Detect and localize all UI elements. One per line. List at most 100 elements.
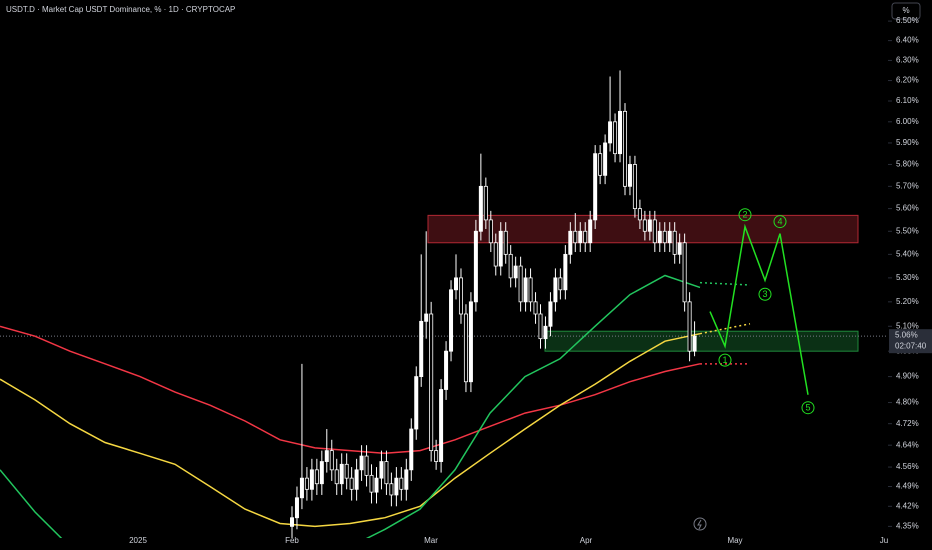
y-tick-label: 5.30% xyxy=(896,273,919,282)
candle-body xyxy=(473,230,478,303)
candle-body xyxy=(339,463,344,485)
candle-body xyxy=(304,477,309,490)
candle-body xyxy=(642,219,647,232)
y-tick-label: 4.90% xyxy=(896,372,919,381)
wave-label: 3 xyxy=(762,289,767,299)
wave-label-circle xyxy=(758,287,772,301)
x-tick-label: Apr xyxy=(580,536,593,545)
candle-body xyxy=(613,121,618,155)
y-tick-label: 5.80% xyxy=(896,160,919,169)
candle-body xyxy=(289,517,294,527)
candle-body xyxy=(583,230,588,244)
lightning-glyph xyxy=(697,519,702,530)
y-tick-label: 6.10% xyxy=(896,96,919,105)
candle-body xyxy=(488,219,493,244)
y-tick-label: 6.20% xyxy=(896,76,919,85)
candle-body xyxy=(652,219,657,244)
candle-body xyxy=(394,477,399,496)
wave-label: 4 xyxy=(777,216,782,226)
candle-body xyxy=(493,242,498,267)
wave-label-circle xyxy=(718,353,732,367)
candle-body xyxy=(538,313,543,340)
candle-body xyxy=(454,277,459,291)
ma-projection xyxy=(699,281,751,286)
candle-body xyxy=(553,277,558,303)
candle-body xyxy=(518,265,523,303)
moving-average xyxy=(0,325,701,455)
candle-body xyxy=(424,313,429,322)
candle-body xyxy=(692,335,697,352)
wave-label-circle xyxy=(738,208,752,222)
candle-body xyxy=(662,230,667,244)
y-tick-label: 6.50% xyxy=(896,16,919,25)
candle-body xyxy=(677,242,682,255)
candle-body xyxy=(319,461,324,485)
x-tick-label: Feb xyxy=(285,536,299,545)
candle-body xyxy=(434,450,439,462)
candle-body xyxy=(618,110,623,155)
candle-body xyxy=(429,313,434,452)
y-tick-label: 5.40% xyxy=(896,249,919,258)
candle-body xyxy=(548,301,553,327)
candle-body xyxy=(563,253,568,291)
candle-body xyxy=(588,219,593,244)
candle-body xyxy=(598,153,603,176)
y-tick-label: 5.20% xyxy=(896,297,919,306)
moving-average xyxy=(0,332,701,528)
candle-body xyxy=(508,253,513,279)
candle-body xyxy=(672,230,677,255)
moving-average xyxy=(0,274,701,538)
wave-label: 2 xyxy=(742,210,747,220)
candle-body xyxy=(478,185,483,232)
y-tick-label: 6.40% xyxy=(896,36,919,45)
candle-body xyxy=(314,469,319,485)
candle-body xyxy=(309,469,314,490)
y-tick-label: 4.80% xyxy=(896,398,919,407)
x-tick-label: Mar xyxy=(424,536,438,545)
candle-body xyxy=(354,469,359,490)
y-tick-label: 5.70% xyxy=(896,181,919,190)
candle-body xyxy=(409,428,414,471)
wave-label: 5 xyxy=(805,403,810,413)
candle-body xyxy=(329,450,334,471)
candle-body xyxy=(458,277,463,315)
candle-body xyxy=(632,164,637,210)
candle-body xyxy=(344,463,349,479)
y-tick-label: 4.49% xyxy=(896,482,919,491)
scale-button-label[interactable]: % xyxy=(902,6,909,15)
wave-label-circle xyxy=(801,401,815,415)
y-tick-label: 5.10% xyxy=(896,321,919,330)
candle-body xyxy=(578,230,583,244)
candle-body xyxy=(468,301,473,383)
wave-projection xyxy=(709,223,809,395)
chart-title: USDT.D · Market Cap USDT Dominance, % · … xyxy=(6,5,235,14)
candle-body xyxy=(324,450,329,462)
candle-body xyxy=(523,277,528,303)
lightning-icon[interactable] xyxy=(693,517,707,531)
candle-body xyxy=(463,313,468,383)
candle-body xyxy=(533,301,538,315)
zone xyxy=(544,330,859,352)
candle-body xyxy=(647,219,652,232)
candle-body xyxy=(369,474,374,493)
candle-body xyxy=(389,483,394,496)
x-tick-label: Ju xyxy=(880,536,888,545)
candle-body xyxy=(439,389,444,462)
candle-body xyxy=(384,461,389,485)
x-tick-label: 2025 xyxy=(129,536,147,545)
candle-body xyxy=(414,376,419,430)
candle-body xyxy=(503,230,508,255)
candle-body xyxy=(483,185,488,221)
ma-projection xyxy=(699,323,751,335)
y-tick-label: 5.90% xyxy=(896,138,919,147)
y-tick-label: 4.56% xyxy=(896,462,919,471)
candle-body xyxy=(449,289,454,352)
candle-body xyxy=(558,277,563,291)
candle-body xyxy=(334,469,339,485)
candle-body xyxy=(543,325,548,340)
candle-body xyxy=(399,477,404,490)
scale-button[interactable] xyxy=(891,2,921,20)
candle-body xyxy=(299,477,304,499)
